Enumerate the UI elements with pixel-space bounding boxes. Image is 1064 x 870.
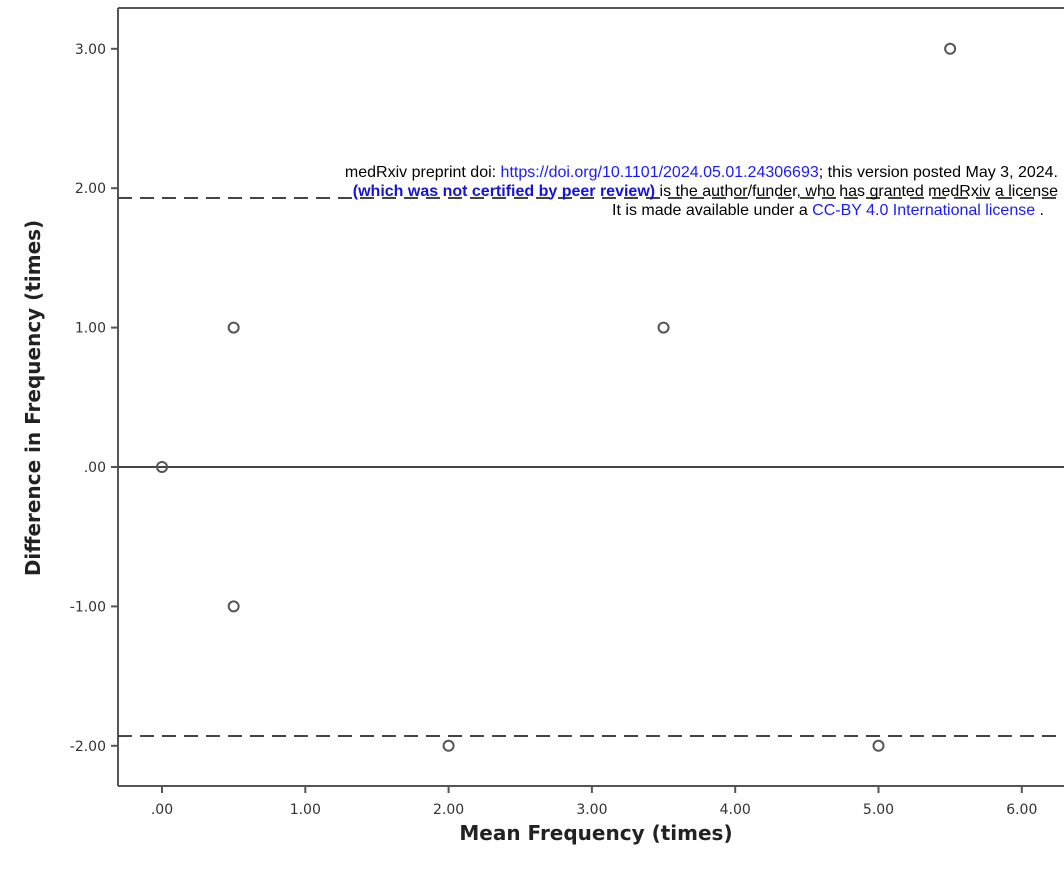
peer-review-notice: (which was not certified by peer review): [352, 183, 656, 200]
x-tick-label: 1.00: [290, 802, 321, 818]
x-tick-label: 4.00: [720, 802, 751, 818]
y-tick-label: 2.00: [75, 181, 106, 197]
banner-line-2: (which was not certified by peer review)…: [353, 182, 1058, 201]
x-tick-label: 3.00: [576, 802, 607, 818]
data-point: [944, 42, 957, 55]
x-tick-label: .00: [151, 802, 173, 818]
x-axis-title: Mean Frequency (times): [459, 821, 732, 845]
y-tick-label: 3.00: [75, 42, 106, 58]
data-point: [872, 739, 885, 752]
plot-frame: [117, 7, 1064, 787]
data-point: [227, 321, 240, 334]
y-axis-ticks: 3.00 2.00 1.00 .00 -1.00 -2.00: [70, 42, 118, 755]
doi-link[interactable]: https://doi.org/10.1101/2024.05.01.24306…: [500, 164, 819, 181]
y-tick-label: -2.00: [70, 739, 106, 755]
data-point: [227, 600, 240, 613]
data-point: [657, 321, 670, 334]
y-tick-label: -1.00: [70, 599, 106, 615]
banner-line3-suffix: .: [1035, 202, 1044, 219]
x-tick-label: 6.00: [1006, 802, 1037, 818]
x-tick-label: 5.00: [863, 802, 894, 818]
banner-line1-prefix: medRxiv preprint doi:: [344, 164, 501, 181]
reference-lines: [118, 196, 1064, 738]
x-tick-label: 2.00: [433, 802, 464, 818]
y-axis-title: Difference in Frequency (times): [21, 220, 45, 576]
banner-line3-prefix: It is made available under a: [612, 202, 813, 219]
banner-line-1: medRxiv preprint doi: https://doi.org/10…: [345, 163, 1058, 182]
data-point: [442, 739, 455, 752]
y-tick-label: .00: [84, 460, 106, 476]
x-axis-ticks: .00 1.00 2.00 3.00 4.00 5.00 6.00: [151, 786, 1037, 818]
banner-line2-rest: is the author/funder, who has granted me…: [655, 183, 1058, 200]
y-tick-label: 1.00: [75, 321, 106, 337]
data-point: [156, 461, 168, 473]
banner-line-3: It is made available under a CC-BY 4.0 I…: [612, 201, 1044, 220]
data-points: [156, 42, 957, 752]
banner-line1-suffix: ; this version posted May 3, 2024.: [818, 164, 1058, 181]
license-link[interactable]: CC-BY 4.0 International license: [812, 202, 1036, 219]
